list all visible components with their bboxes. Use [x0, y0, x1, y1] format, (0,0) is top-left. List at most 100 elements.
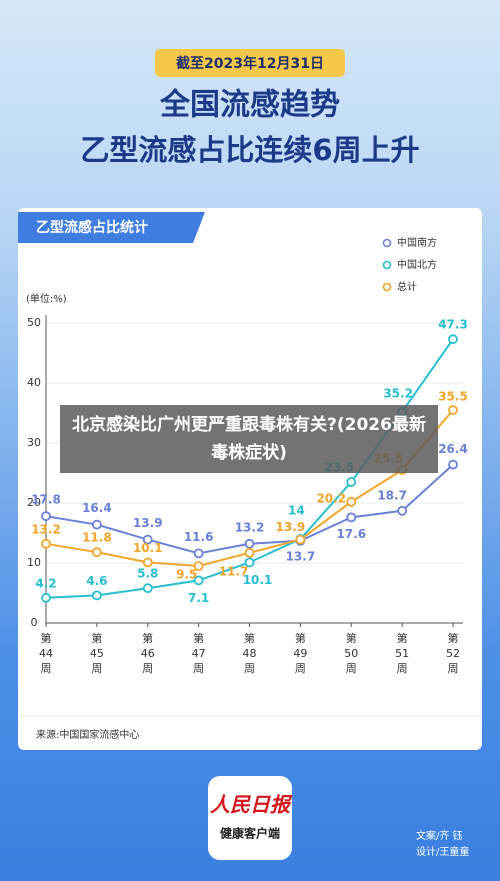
legend-marker [382, 260, 392, 270]
date: 截至2023年12月31日 [176, 55, 324, 72]
point [41, 592, 51, 603]
card-title: 乙型流感占比统计 [36, 219, 148, 236]
point [142, 583, 153, 594]
point [41, 511, 51, 522]
point [193, 548, 204, 559]
value-label: 16.4 [82, 501, 112, 515]
overlay-banner[interactable]: 北京感染比广州更严重跟毒株有关?(2026最新毒株症状) [60, 405, 438, 473]
point [448, 459, 458, 470]
value-label: 11.6 [184, 530, 214, 544]
x-tick-label: 45 [90, 647, 104, 660]
point [244, 547, 255, 558]
x-tick-label: 第 [142, 631, 153, 645]
point [142, 557, 153, 568]
value-label: 13.9 [133, 516, 163, 530]
y-tick-label: 0 [31, 616, 38, 629]
point [448, 334, 458, 345]
value-label: 47.3 [438, 318, 468, 332]
point [244, 538, 255, 549]
subtitle: 乙型流感占比连续6周上升 [80, 133, 419, 167]
x-tick-label: 第 [397, 631, 408, 645]
point [244, 557, 255, 568]
x-tick-label: 第 [41, 631, 52, 645]
y-tick-label: 20 [27, 496, 41, 509]
x-tick-label: 第 [244, 631, 255, 645]
value-label: 4.6 [86, 574, 107, 588]
value-label: 20.2 [316, 491, 346, 505]
legend-label: 总计 [397, 280, 417, 293]
x-tick-label: 周 [295, 662, 306, 675]
credit: 文案/齐 钰 [416, 829, 463, 842]
point [397, 505, 408, 516]
point [346, 512, 357, 523]
x-tick-label: 第 [91, 631, 102, 645]
point [193, 575, 204, 586]
x-tick-label: 52 [446, 647, 460, 660]
y-tick-label: 10 [27, 556, 41, 569]
point [448, 405, 458, 415]
value-label: 11.7 [219, 564, 249, 578]
value-label: 35.2 [383, 386, 413, 400]
chart: 0 10 20 30 40 50 第 44 周 第 45 周 第 46 周 第 47 周 第 48 周 第 49 周 第 50 周 第… [27, 236, 468, 675]
point [91, 547, 102, 558]
x-tick-label: 周 [346, 662, 357, 675]
logo-sub: 健康客户端 [220, 826, 280, 841]
x-tick-label: 50 [344, 647, 358, 660]
point [91, 590, 102, 601]
logo-brand: 人民日报 [210, 793, 293, 817]
source: 来源:中国国家流感中心 [36, 728, 139, 741]
legend-label: 中国北方 [397, 258, 437, 271]
value-label: 13.9 [276, 520, 306, 534]
point [346, 477, 357, 487]
value-label: 5.8 [137, 567, 158, 581]
x-tick-label: 周 [41, 662, 52, 675]
legend-marker [382, 238, 392, 248]
x-tick-label: 周 [448, 662, 459, 675]
x-tick-label: 第 [448, 631, 459, 645]
value-label: 9.5 [176, 568, 197, 582]
x-tick-label: 周 [142, 662, 153, 675]
point [91, 519, 102, 530]
value-label: 13.2 [235, 520, 265, 534]
x-tick-label: 51 [395, 647, 409, 660]
value-label: 18.7 [377, 488, 407, 502]
value-label: 17.8 [31, 493, 61, 507]
x-tick-label: 周 [244, 662, 255, 675]
card [18, 208, 482, 750]
point [41, 538, 51, 549]
credit: 设计/王童童 [416, 845, 469, 858]
value-label: 4.2 [35, 576, 56, 590]
x-tick-label: 第 [193, 631, 204, 645]
value-label: 26.4 [438, 442, 468, 456]
x-tick-label: 周 [193, 662, 204, 675]
x-tick-label: 49 [293, 647, 307, 660]
x-tick-label: 44 [39, 647, 53, 660]
x-tick-label: 48 [243, 647, 257, 660]
x-tick-label: 周 [397, 662, 408, 675]
x-tick-label: 第 [295, 631, 306, 645]
legend-marker [382, 282, 392, 292]
value-label: 13.7 [286, 549, 316, 563]
logo-box [208, 776, 292, 860]
value-label: 17.6 [336, 527, 366, 541]
value-label: 14 [288, 504, 305, 518]
point [295, 534, 306, 545]
value-label: 11.8 [82, 531, 112, 545]
y-unit: (单位:%) [26, 292, 67, 305]
value-label: 10.1 [133, 541, 163, 555]
x-tick-label: 46 [141, 647, 155, 660]
title: 全国流感趋势 [159, 88, 340, 123]
date-pill [155, 49, 345, 77]
value-label: 7.1 [188, 591, 209, 605]
legend-label: 中国南方 [397, 236, 437, 249]
value-label: 13.2 [31, 522, 61, 536]
point [346, 496, 357, 507]
value-label: 35.5 [438, 390, 468, 404]
point [193, 561, 204, 571]
x-tick-label: 周 [91, 662, 102, 675]
card-tab [18, 212, 205, 243]
x-tick-label: 47 [192, 647, 206, 660]
